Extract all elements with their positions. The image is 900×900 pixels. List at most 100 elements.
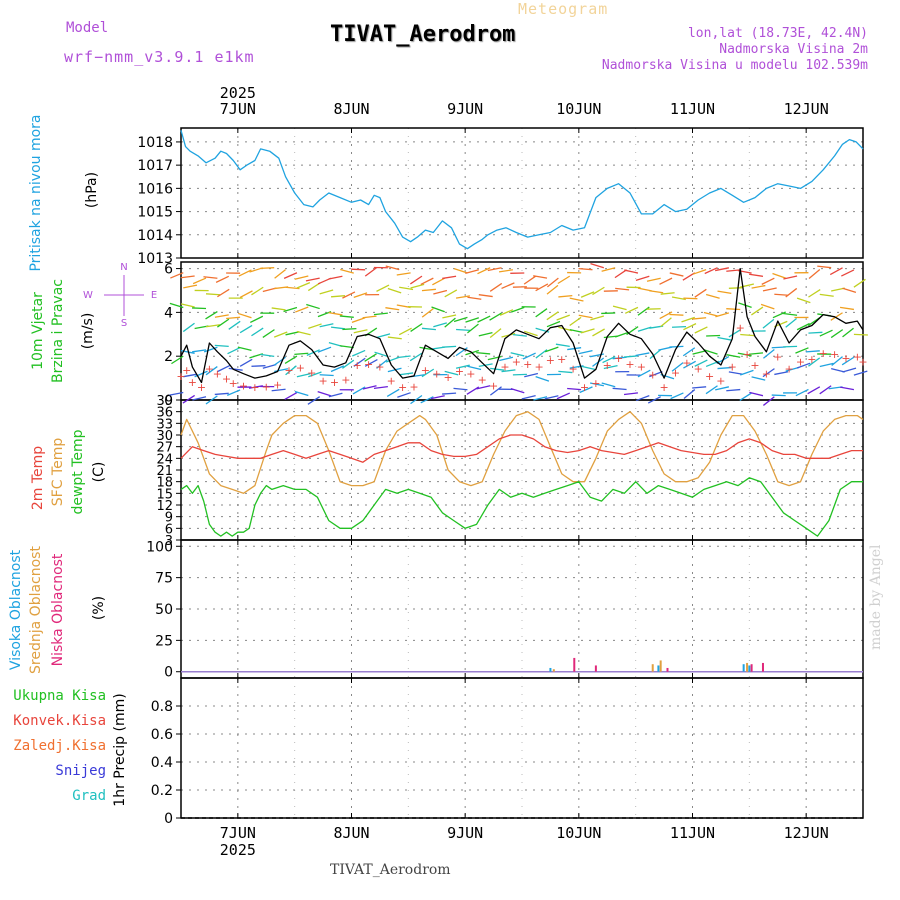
high-cloud-side-label: Visoka Oblacnost [8, 549, 24, 670]
wind-arrow [772, 272, 786, 279]
wind-arrow [444, 317, 456, 328]
bottom-date-label: 8JUN [333, 824, 369, 842]
wind-arrow [623, 355, 638, 358]
wind-arrow [524, 372, 539, 378]
wind-arrow [830, 329, 844, 339]
wind-arrow [726, 354, 741, 358]
wind-gust-mark: + [197, 381, 206, 394]
wind-arrow [510, 352, 525, 357]
wind-arrow [307, 396, 321, 405]
wind-arrow [808, 357, 821, 367]
wind-arrow [421, 327, 436, 331]
top-year-label: 2025 [220, 84, 256, 102]
ytick-label: 1013 [137, 251, 173, 267]
wind-arrow [819, 385, 832, 395]
wind-arrow [442, 314, 457, 319]
wind-gust-mark: + [341, 374, 350, 387]
wind-arrow [455, 347, 468, 357]
wind-arrow [546, 277, 559, 288]
ytick-label: 6 [165, 522, 173, 537]
ytick-label: 50 [155, 602, 173, 618]
wind-arrow [214, 392, 229, 396]
wind-arrow [476, 351, 491, 355]
wind-arrow [694, 326, 708, 334]
wind-arrow [251, 286, 264, 296]
wind-arrow [751, 306, 764, 316]
cloud-bar [748, 665, 751, 672]
wind-arrow [294, 352, 309, 356]
ytick-label: 100 [146, 539, 173, 555]
wind-arrow [751, 376, 766, 381]
wind-arrow [271, 388, 286, 392]
wind-arrow [533, 396, 548, 401]
wind-arrow [453, 387, 468, 391]
wind-arrow [465, 269, 479, 275]
wind-arrow [533, 275, 548, 279]
wind-gust-mark: + [262, 381, 271, 394]
wind-arrow [512, 334, 527, 337]
wind-arrow [420, 277, 434, 285]
wind-arrow [612, 387, 627, 391]
wind-arrow [579, 386, 593, 394]
wind-gust-mark: + [239, 380, 248, 393]
wind-gust-mark: + [671, 366, 680, 379]
wind-arrow [546, 284, 559, 295]
wind-gust-mark: + [742, 348, 751, 361]
wind-arrow [192, 277, 207, 285]
wind-arrow [683, 323, 697, 331]
wind-arrow [477, 267, 491, 275]
wind-gust-mark: + [569, 363, 578, 376]
wind-arrow [660, 292, 675, 295]
precip-legend-0: Ukupna Kisa [13, 688, 106, 704]
wind-gust-mark: + [534, 360, 543, 373]
wind-gust-mark: + [489, 380, 498, 393]
wind-arrow [819, 293, 834, 297]
top-date-label: 7JUN [220, 100, 256, 118]
wind-arrow [808, 289, 821, 298]
wind-arrow [283, 306, 298, 313]
temp-2m-line [180, 434, 863, 463]
wind-arrow [477, 315, 491, 323]
ytick-label: 6 [164, 262, 173, 278]
wind-gust-mark: + [557, 353, 566, 366]
wind-arrow [352, 386, 366, 395]
chart-title: Meteogram [518, 0, 609, 18]
wind-arrow [762, 368, 775, 378]
wind-arrow [217, 288, 230, 298]
wind-arrow [317, 346, 332, 353]
wind-gust-mark: + [659, 381, 668, 394]
wind-arrow [308, 371, 322, 378]
mid-cloud-side-label: Srednja Oblacnost [28, 546, 44, 674]
footer-station: TIVAT_Aerodrom [330, 862, 451, 878]
wind-gust-mark: + [591, 377, 600, 390]
wind-gust-mark: + [841, 352, 850, 365]
wind-gust-mark: + [853, 351, 862, 364]
wind-arrow [535, 283, 549, 292]
wind-arrow [578, 268, 593, 271]
wind-arrow [569, 316, 582, 327]
wind-arrow [717, 290, 732, 295]
wind-arrow [385, 307, 400, 311]
wind-arrow [637, 369, 651, 378]
wind-arrow [182, 394, 195, 404]
ytick-label: 33 [156, 417, 173, 432]
wind-gust-mark: + [705, 370, 714, 383]
wind-arrow [841, 356, 855, 366]
bottom-date-label: 9JUN [447, 824, 483, 842]
wind-arrow [296, 372, 311, 378]
ytick-label: 0 [164, 811, 173, 827]
wind-arrow [296, 330, 311, 336]
wind-arrow [774, 293, 789, 296]
wind-gust-mark: + [648, 369, 657, 382]
wind-arrow [285, 365, 297, 376]
wind-arrow [523, 275, 537, 285]
wind-arrow [783, 345, 798, 348]
wind-arrow [535, 376, 550, 382]
wind-arrow [442, 392, 457, 395]
wind-arrow [339, 345, 354, 349]
wind-arrow [330, 326, 346, 330]
wind-arrow [180, 275, 195, 279]
wind-arrow [353, 329, 368, 334]
bottom-date-label: 11JUN [670, 824, 715, 842]
wind-arrow [774, 371, 789, 376]
